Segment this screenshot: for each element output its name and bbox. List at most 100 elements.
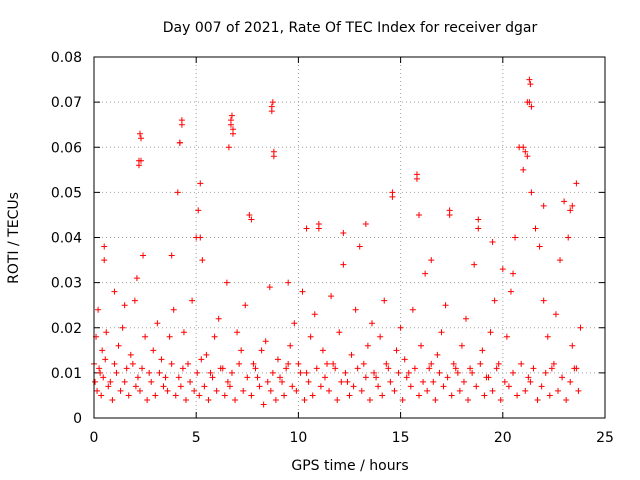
- data-point: [510, 369, 517, 376]
- data-point: [107, 378, 114, 385]
- data-point: [180, 329, 187, 336]
- data-point: [420, 378, 427, 385]
- data-point: [565, 234, 572, 241]
- data-point: [236, 360, 243, 367]
- data-point: [489, 239, 496, 246]
- data-point: [277, 374, 284, 381]
- data-point: [266, 284, 273, 291]
- y-tick-label: 0.06: [51, 140, 82, 156]
- data-point: [246, 211, 253, 218]
- data-point: [475, 225, 482, 232]
- data-point: [111, 360, 118, 367]
- data-point: [254, 374, 261, 381]
- data-point: [160, 383, 167, 390]
- data-point: [260, 401, 267, 408]
- data-point: [269, 369, 276, 376]
- data-point: [546, 392, 553, 399]
- data-point: [168, 252, 175, 259]
- data-point: [522, 387, 529, 394]
- data-point: [527, 81, 534, 88]
- data-point: [360, 360, 367, 367]
- data-point: [471, 261, 478, 268]
- data-point: [113, 369, 120, 376]
- data-point: [477, 360, 484, 367]
- data-point: [168, 360, 175, 367]
- data-point: [215, 315, 222, 322]
- data-point: [395, 369, 402, 376]
- data-point: [234, 329, 241, 336]
- data-point: [295, 360, 302, 367]
- data-point: [424, 387, 431, 394]
- data-point: [131, 297, 138, 304]
- data-point: [528, 103, 535, 110]
- data-point: [156, 369, 163, 376]
- y-tick-label: 0.01: [51, 366, 82, 382]
- data-point: [401, 356, 408, 363]
- data-point: [170, 306, 177, 313]
- data-point: [432, 396, 439, 403]
- data-point: [144, 396, 151, 403]
- data-point: [344, 378, 351, 385]
- data-point: [528, 189, 535, 196]
- data-point: [538, 383, 545, 390]
- data-point: [240, 387, 247, 394]
- data-point: [109, 396, 116, 403]
- data-point: [573, 180, 580, 187]
- data-point: [450, 360, 457, 367]
- data-point: [162, 374, 169, 381]
- data-point: [463, 315, 470, 322]
- x-tick-label: 5: [192, 430, 201, 446]
- data-point: [544, 333, 551, 340]
- data-point: [340, 229, 347, 236]
- data-point: [569, 342, 576, 349]
- data-point: [226, 383, 233, 390]
- data-point: [250, 360, 257, 367]
- data-point: [140, 252, 147, 259]
- data-point: [242, 302, 249, 309]
- chart-title: Day 007 of 2021, Rate Of TEC Index for r…: [163, 20, 538, 36]
- data-point: [446, 207, 453, 214]
- data-point: [387, 378, 394, 385]
- x-tick-label: 10: [289, 430, 307, 446]
- data-point: [434, 351, 441, 358]
- data-point: [479, 347, 486, 354]
- data-point: [198, 356, 205, 363]
- data-point: [497, 396, 504, 403]
- data-point: [133, 275, 140, 282]
- data-point: [185, 360, 192, 367]
- data-point: [383, 360, 390, 367]
- data-point: [520, 166, 527, 173]
- data-point: [152, 392, 159, 399]
- data-point: [125, 392, 132, 399]
- data-point: [426, 365, 433, 372]
- data-point: [166, 333, 173, 340]
- data-point: [469, 369, 476, 376]
- data-point: [209, 374, 216, 381]
- data-point: [101, 257, 108, 264]
- data-point: [428, 360, 435, 367]
- data-point: [281, 392, 288, 399]
- data-point: [465, 396, 472, 403]
- y-tick-label: 0.03: [51, 276, 82, 292]
- data-point: [491, 297, 498, 304]
- data-point: [403, 374, 410, 381]
- data-point: [223, 279, 230, 286]
- data-point: [328, 293, 335, 300]
- data-point: [540, 202, 547, 209]
- data-point: [100, 374, 107, 381]
- data-point: [542, 369, 549, 376]
- data-point: [293, 387, 300, 394]
- data-point: [321, 374, 328, 381]
- data-point: [368, 320, 375, 327]
- data-point: [283, 365, 290, 372]
- data-point: [336, 329, 343, 336]
- data-point: [499, 266, 506, 273]
- data-point: [301, 396, 308, 403]
- data-point: [389, 189, 396, 196]
- data-point: [194, 369, 201, 376]
- data-point: [557, 257, 564, 264]
- data-point: [129, 360, 136, 367]
- data-point: [554, 387, 561, 394]
- data-point: [136, 130, 143, 137]
- data-point: [346, 392, 353, 399]
